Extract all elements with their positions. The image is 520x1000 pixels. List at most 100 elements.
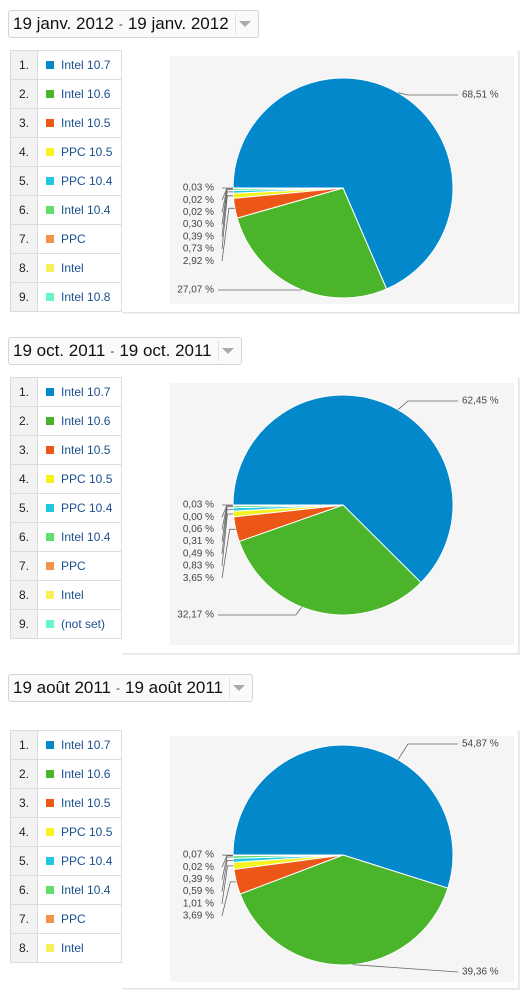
- date-range-selector[interactable]: 19 oct. 2011 - 19 oct. 2011: [8, 337, 242, 365]
- legend-row[interactable]: 5. PPC 10.4: [10, 494, 122, 523]
- legend-label[interactable]: PPC: [61, 912, 86, 926]
- legend-label[interactable]: PPC: [61, 232, 86, 246]
- legend-rank: 1.: [11, 51, 38, 79]
- legend-label[interactable]: PPC 10.5: [61, 472, 113, 486]
- date-range-selector[interactable]: 19 août 2011 - 19 août 2011: [8, 674, 253, 702]
- legend-rank: 7.: [11, 552, 38, 580]
- legend-rank: 2.: [11, 80, 38, 108]
- legend-label[interactable]: Intel 10.4: [61, 530, 111, 544]
- label-leader-line: [397, 400, 458, 411]
- data-label: 0,59 %: [183, 886, 214, 897]
- label-leader-line: [221, 528, 236, 579]
- legend-row[interactable]: 1. Intel 10.7: [10, 51, 122, 80]
- legend-row[interactable]: 6. Intel 10.4: [10, 876, 122, 905]
- legend-rank: 5.: [11, 847, 38, 875]
- legend-row[interactable]: 8. Intel: [10, 934, 122, 963]
- label-leader-line: [221, 504, 233, 530]
- legend-row[interactable]: 2. Intel 10.6: [10, 407, 122, 436]
- legend-rank: 4.: [11, 818, 38, 846]
- legend-label[interactable]: Intel 10.5: [61, 443, 111, 457]
- legend-row[interactable]: 7. PPC: [10, 225, 122, 254]
- dropdown-arrow-icon[interactable]: [234, 14, 254, 34]
- legend-rank: 6.: [11, 876, 38, 904]
- legend-rank: 3.: [11, 789, 38, 817]
- label-leader-line: [352, 964, 459, 973]
- legend-row[interactable]: 5. PPC 10.4: [10, 847, 122, 876]
- legend-label[interactable]: Intel 10.8: [61, 290, 111, 304]
- legend-rank: 8.: [11, 581, 38, 609]
- legend-label[interactable]: Intel 10.4: [61, 883, 111, 897]
- pie-slice[interactable]: [232, 77, 454, 290]
- legend-row[interactable]: 3. Intel 10.5: [10, 436, 122, 465]
- legend-label[interactable]: Intel 10.6: [61, 87, 111, 101]
- legend-color-swatch: [46, 504, 54, 512]
- legend-row[interactable]: 7. PPC: [10, 552, 122, 581]
- legend-label[interactable]: Intel 10.7: [61, 385, 111, 399]
- legend-color-swatch: [46, 770, 54, 778]
- legend-label[interactable]: PPC 10.4: [61, 174, 113, 188]
- legend-row[interactable]: 3. Intel 10.5: [10, 109, 122, 138]
- legend-color-swatch: [46, 591, 54, 599]
- legend-row[interactable]: 4. PPC 10.5: [10, 138, 122, 167]
- legend-row[interactable]: 3. Intel 10.5: [10, 789, 122, 818]
- pie-chart: 68,51 %27,07 %0,03 %0,02 %0,02 %0,30 %0,…: [177, 77, 499, 299]
- date-range-end: 19 janv. 2012: [127, 14, 229, 33]
- legend-row[interactable]: 4. PPC 10.5: [10, 465, 122, 494]
- legend-label[interactable]: Intel 10.4: [61, 203, 111, 217]
- legend-label[interactable]: PPC 10.5: [61, 145, 113, 159]
- pie-slice[interactable]: [238, 504, 422, 616]
- data-label: 0,31 %: [183, 536, 214, 547]
- legend-label[interactable]: PPC: [61, 559, 86, 573]
- legend-label[interactable]: PPC 10.4: [61, 501, 113, 515]
- pie-slice[interactable]: [232, 744, 454, 889]
- legend-row[interactable]: 2. Intel 10.6: [10, 80, 122, 109]
- legend-rank: 2.: [11, 760, 38, 788]
- legend-label[interactable]: Intel: [61, 261, 84, 275]
- legend-label[interactable]: Intel 10.6: [61, 767, 111, 781]
- pie-slice[interactable]: [236, 187, 388, 299]
- data-label: 0,73 %: [183, 244, 214, 255]
- legend-row[interactable]: 4. PPC 10.5: [10, 818, 122, 847]
- pie-slice[interactable]: [239, 854, 449, 966]
- legend-label[interactable]: Intel 10.5: [61, 116, 111, 130]
- legend-color-swatch: [46, 61, 54, 69]
- legend-row[interactable]: 6. Intel 10.4: [10, 196, 122, 225]
- legend-color-swatch: [46, 264, 54, 272]
- legend-row[interactable]: 8. Intel: [10, 581, 122, 610]
- legend-label[interactable]: Intel 10.6: [61, 414, 111, 428]
- label-leader-line: [221, 859, 234, 892]
- date-range-start: 19 août 2011: [13, 678, 111, 697]
- data-label: 0,39 %: [183, 874, 214, 885]
- legend-row[interactable]: 1. Intel 10.7: [10, 378, 122, 407]
- legend-row[interactable]: 1. Intel 10.7: [10, 731, 122, 760]
- data-label: 68,51 %: [462, 90, 499, 101]
- legend-label[interactable]: PPC 10.4: [61, 854, 113, 868]
- legend-label[interactable]: Intel 10.5: [61, 796, 111, 810]
- legend-label[interactable]: PPC 10.5: [61, 825, 113, 839]
- pie-chart: 62,45 %32,17 %0,03 %0,00 %0,06 %0,31 %0,…: [177, 394, 499, 621]
- legend-label[interactable]: Intel 10.7: [61, 738, 111, 752]
- date-range-selector[interactable]: 19 janv. 2012 - 19 janv. 2012: [8, 10, 259, 38]
- legend-rank: 5.: [11, 167, 38, 195]
- data-label: 1,01 %: [183, 898, 214, 909]
- date-range-start: 19 oct. 2011: [13, 341, 106, 360]
- data-label: 32,17 %: [177, 610, 214, 621]
- legend-row[interactable]: 9. (not set): [10, 610, 122, 639]
- legend-label[interactable]: Intel: [61, 588, 84, 602]
- legend-row[interactable]: 8. Intel: [10, 254, 122, 283]
- legend-row[interactable]: 5. PPC 10.4: [10, 167, 122, 196]
- legend-label[interactable]: Intel 10.7: [61, 58, 111, 72]
- label-leader-line: [221, 865, 234, 904]
- label-leader-line: [221, 191, 234, 237]
- legend-row[interactable]: 2. Intel 10.6: [10, 760, 122, 789]
- legend-row[interactable]: 7. PPC: [10, 905, 122, 934]
- dropdown-arrow-icon[interactable]: [229, 678, 248, 698]
- legend-color-swatch: [46, 235, 54, 243]
- pie-slice[interactable]: [232, 394, 454, 584]
- legend-label[interactable]: Intel: [61, 941, 84, 955]
- legend-row[interactable]: 9. Intel 10.8: [10, 283, 122, 312]
- dropdown-arrow-icon[interactable]: [217, 341, 237, 361]
- legend-color-swatch: [46, 562, 54, 570]
- legend-label[interactable]: (not set): [61, 617, 106, 631]
- legend-row[interactable]: 6. Intel 10.4: [10, 523, 122, 552]
